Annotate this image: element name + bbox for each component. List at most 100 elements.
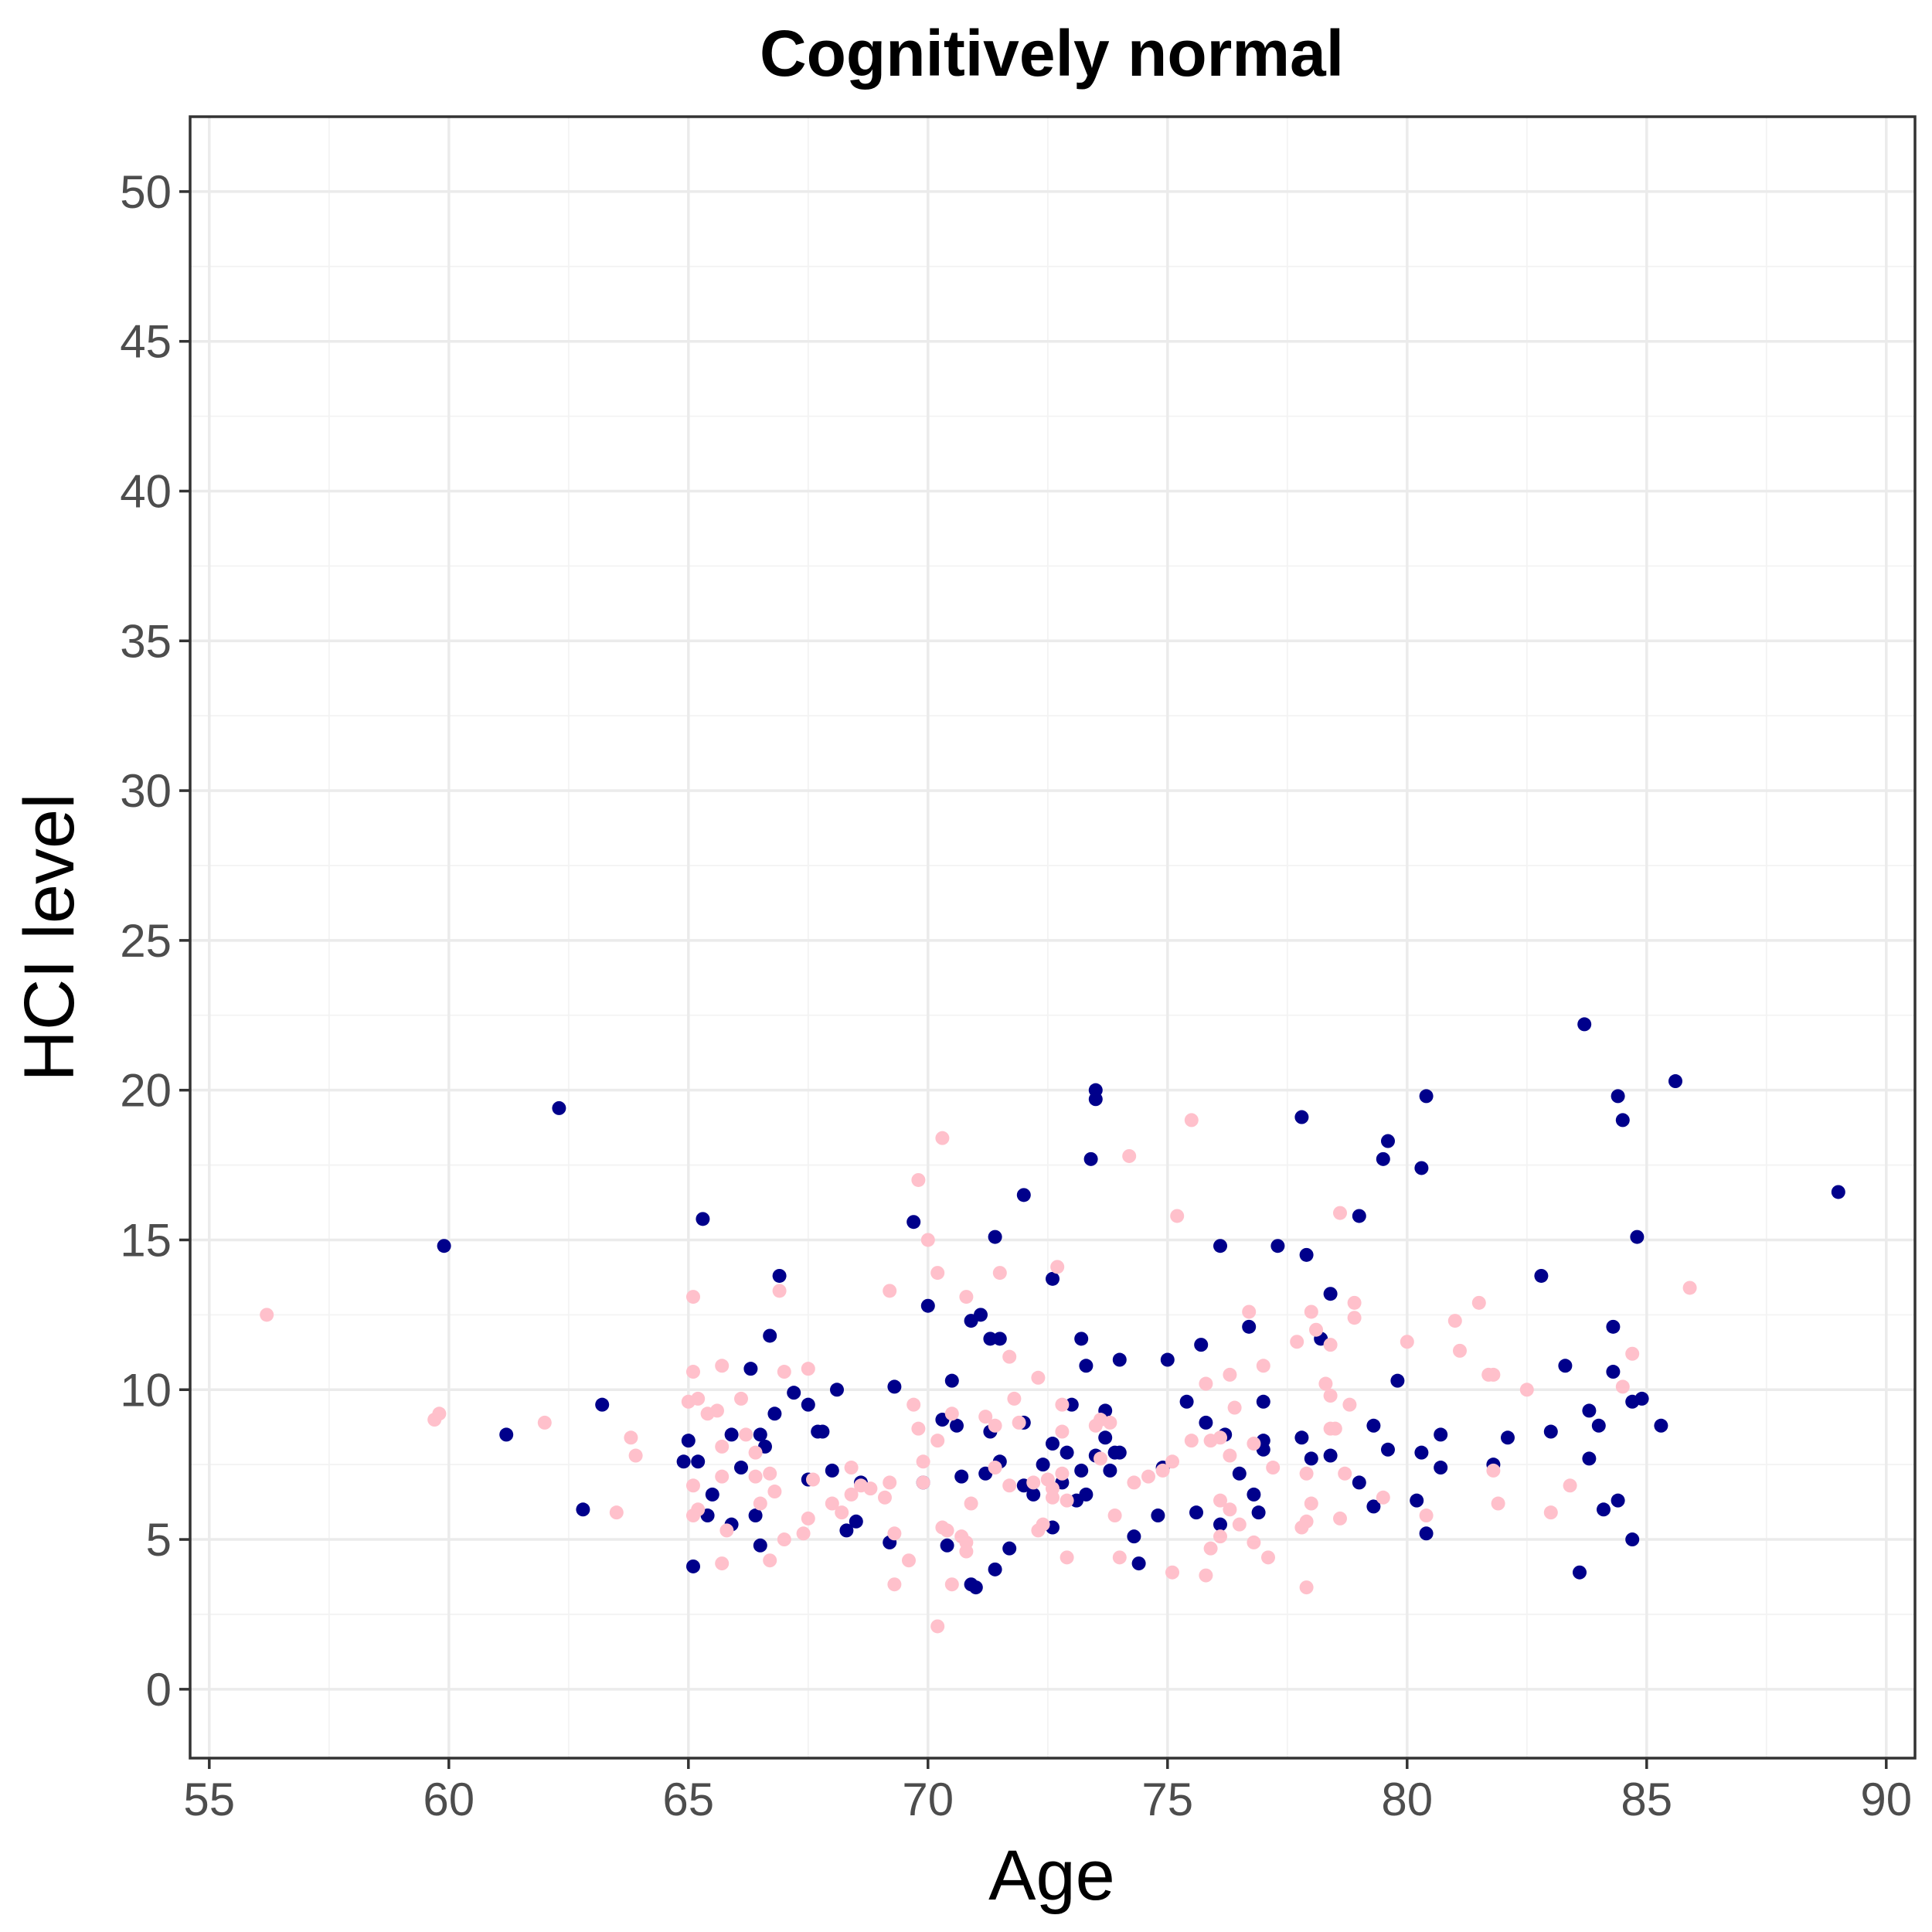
- data-point-navy: [724, 1427, 739, 1442]
- x-tick-label: 65: [662, 1774, 714, 1825]
- y-tick-label: 0: [146, 1664, 172, 1716]
- data-point-navy: [1294, 1430, 1309, 1445]
- data-point-navy: [1151, 1509, 1165, 1523]
- chart-title: Cognitively normal: [760, 17, 1344, 90]
- data-point-navy: [1213, 1517, 1227, 1532]
- data-point-pink: [883, 1284, 897, 1298]
- data-point-pink: [1141, 1469, 1155, 1484]
- data-point-pink: [1290, 1335, 1304, 1349]
- data-point-pink: [1299, 1466, 1314, 1481]
- data-point-navy: [1606, 1319, 1621, 1334]
- data-point-pink: [609, 1505, 624, 1520]
- data-point-pink: [1299, 1580, 1314, 1595]
- y-tick-label: 30: [120, 765, 172, 817]
- data-point-pink: [1223, 1448, 1237, 1463]
- data-point-pink: [260, 1308, 274, 1322]
- data-point-navy: [1046, 1271, 1060, 1286]
- data-point-navy: [1083, 1151, 1098, 1166]
- data-point-pink: [1232, 1517, 1247, 1532]
- data-point-pink: [1261, 1550, 1275, 1565]
- data-point-pink: [887, 1577, 902, 1592]
- data-point-navy: [1304, 1451, 1318, 1466]
- data-point-navy: [1611, 1089, 1625, 1104]
- data-point-pink: [1165, 1565, 1179, 1580]
- data-point-navy: [743, 1362, 758, 1376]
- data-point-pink: [964, 1496, 978, 1511]
- data-point-navy: [1573, 1565, 1587, 1580]
- data-point-navy: [1323, 1448, 1338, 1463]
- data-point-pink: [739, 1427, 753, 1442]
- data-point-navy: [1299, 1247, 1314, 1262]
- data-point-pink: [988, 1418, 1002, 1433]
- data-point-navy: [1160, 1352, 1175, 1367]
- data-point-navy: [1060, 1445, 1074, 1460]
- y-tick-label: 15: [120, 1214, 172, 1266]
- data-point-pink: [835, 1505, 849, 1520]
- data-point-pink: [710, 1403, 724, 1418]
- data-point-navy: [1323, 1287, 1338, 1301]
- data-point-navy: [1189, 1505, 1203, 1520]
- data-point-pink: [1184, 1434, 1199, 1448]
- data-point-navy: [1127, 1529, 1141, 1544]
- data-point-navy: [950, 1418, 964, 1433]
- data-point-navy: [968, 1580, 983, 1595]
- data-point-pink: [1323, 1389, 1338, 1403]
- data-point-navy: [920, 1298, 935, 1313]
- data-point-pink: [1002, 1349, 1017, 1364]
- y-tick-label: 35: [120, 615, 172, 667]
- data-point-pink: [753, 1496, 767, 1511]
- data-point-pink: [930, 1434, 945, 1448]
- data-point-navy: [974, 1308, 988, 1322]
- data-point-navy: [1194, 1338, 1209, 1352]
- data-point-pink: [1007, 1391, 1022, 1406]
- data-point-pink: [844, 1461, 859, 1475]
- y-tick-label: 50: [120, 166, 172, 218]
- data-point-pink: [1213, 1493, 1227, 1508]
- data-point-navy: [1611, 1493, 1625, 1508]
- data-point-pink: [1563, 1478, 1577, 1493]
- data-point-navy: [1232, 1466, 1247, 1481]
- data-point-navy: [1625, 1532, 1640, 1547]
- data-point-navy: [849, 1514, 863, 1529]
- data-point-pink: [1625, 1346, 1640, 1361]
- data-point-pink: [863, 1481, 878, 1496]
- data-point-navy: [1582, 1403, 1597, 1418]
- data-point-pink: [719, 1523, 734, 1538]
- data-point-navy: [552, 1100, 566, 1115]
- data-point-pink: [930, 1619, 945, 1634]
- data-point-pink: [944, 1406, 959, 1421]
- data-point-pink: [1122, 1148, 1137, 1163]
- data-point-navy: [1112, 1352, 1127, 1367]
- data-points: [260, 1017, 1845, 1634]
- data-point-navy: [1112, 1445, 1127, 1460]
- data-point-pink: [944, 1577, 959, 1592]
- data-point-pink: [916, 1454, 930, 1469]
- data-point-pink: [1299, 1514, 1314, 1529]
- data-point-pink: [1103, 1415, 1117, 1430]
- data-point-navy: [1046, 1437, 1060, 1451]
- data-point-navy: [1591, 1418, 1606, 1433]
- data-point-navy: [944, 1373, 959, 1388]
- data-point-pink: [1107, 1509, 1122, 1523]
- data-point-pink: [1453, 1343, 1467, 1358]
- data-point-pink: [691, 1391, 706, 1406]
- data-point-navy: [1036, 1458, 1050, 1472]
- data-point-pink: [1060, 1493, 1074, 1508]
- data-point-navy: [1419, 1526, 1434, 1541]
- data-point-pink: [686, 1365, 700, 1379]
- x-tick-label: 90: [1860, 1774, 1912, 1825]
- data-point-navy: [825, 1463, 839, 1478]
- data-point-navy: [576, 1502, 590, 1517]
- data-point-pink: [1184, 1113, 1199, 1128]
- data-point-pink: [748, 1445, 763, 1460]
- data-point-navy: [1668, 1074, 1682, 1089]
- data-point-navy: [763, 1328, 777, 1343]
- data-point-pink: [1304, 1304, 1318, 1319]
- data-point-navy: [1831, 1185, 1845, 1199]
- data-point-navy: [839, 1523, 854, 1538]
- data-point-pink: [1036, 1517, 1050, 1532]
- data-point-pink: [763, 1466, 777, 1481]
- data-point-pink: [1199, 1568, 1213, 1583]
- data-point-pink: [432, 1406, 447, 1421]
- data-point-pink: [1165, 1454, 1179, 1469]
